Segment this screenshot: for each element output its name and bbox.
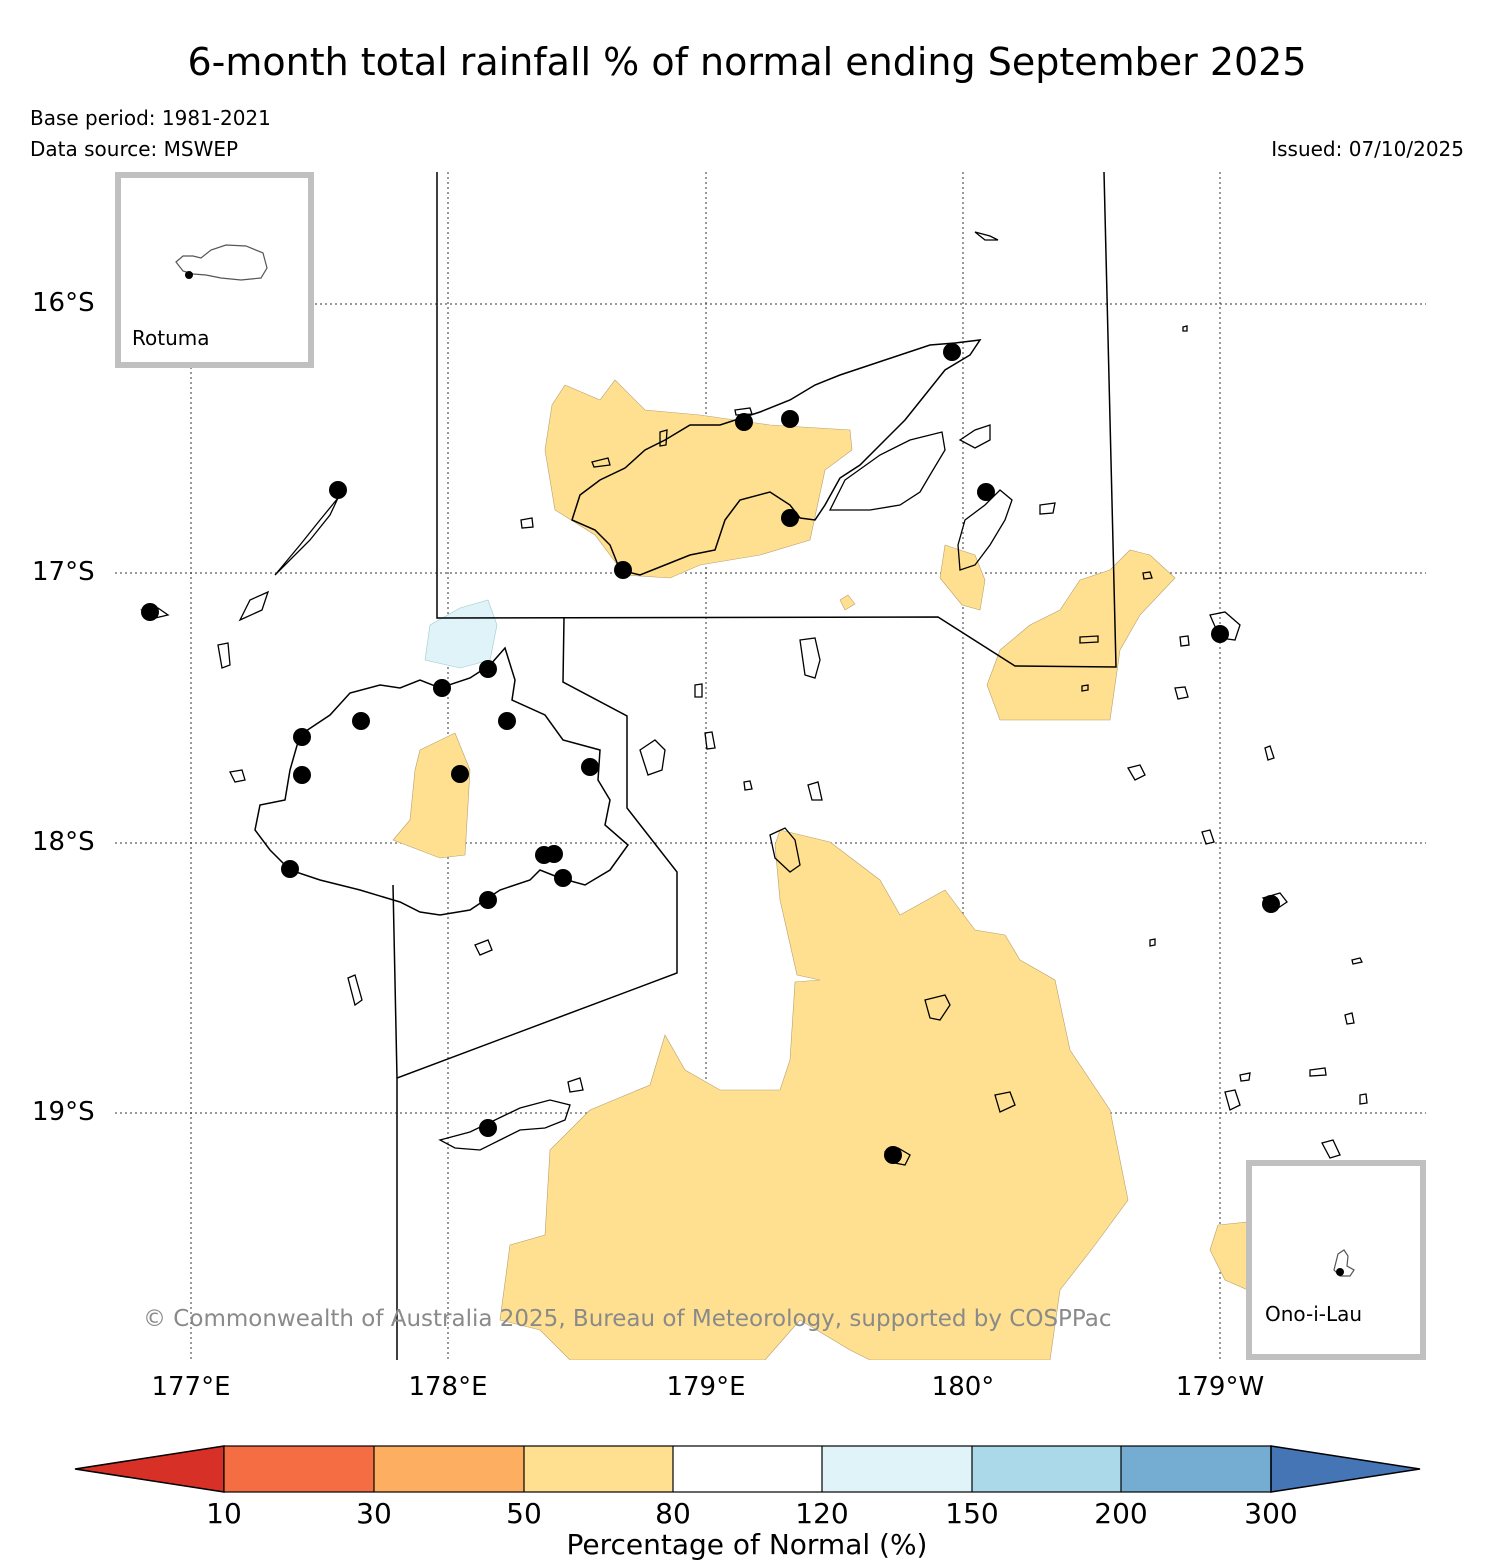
colorbar-tick-150: 150 [945,1497,999,1530]
inset-label-rotuma: Rotuma [132,326,210,350]
copyright-notice: © Commonwealth of Australia 2025, Bureau… [143,1306,1112,1332]
colorbar-tick-200: 200 [1094,1497,1148,1530]
inset-ono-i-lau: Ono-i-Lau [1246,1160,1426,1360]
colorbar-segment-80-120 [673,1446,822,1492]
colorbar-tick-80: 80 [655,1497,691,1530]
lon-label-178e: 178°E [408,1372,488,1402]
colorbar-tick-10: 10 [206,1497,242,1530]
lon-label-179w: 179°W [1175,1372,1265,1402]
lon-label-179e: 179°E [666,1372,746,1402]
lat-label-16s: 16°S [32,288,95,318]
base-period: Base period: 1981-2021 [30,106,271,130]
vanua-levu-coastline [571,339,982,576]
rotuma-island [175,244,268,281]
inset-label-ono-i-lau: Ono-i-Lau [1265,1302,1363,1326]
colorbar-segment-120-150 [822,1446,972,1492]
above-normal-region [424,599,498,669]
issued-date: Issued: 07/10/2025 [1271,137,1464,161]
colorbar-segment-200-300 [1121,1446,1271,1492]
map-title: 6-month total rainfall % of normal endin… [187,40,1307,84]
colorbar-tick-120: 120 [795,1497,849,1530]
colorbar-segment-10-30 [224,1446,374,1492]
data-source: Data source: MSWEP [30,137,239,161]
colorbar-extend-high [1270,1445,1421,1493]
lon-label-180: 180° [931,1372,995,1402]
colorbar-segment-150-200 [972,1446,1121,1492]
colorbar-tick-30: 30 [356,1497,392,1530]
lon-label-177e: 177°E [151,1372,231,1402]
other-islands [140,231,1368,1166]
colorbar-tick-50: 50 [506,1497,542,1530]
ono-i-lau-island [1333,1249,1355,1277]
colorbar-segment-50-80 [524,1446,673,1492]
colorbar-label: Percentage of Normal (%) [566,1528,928,1561]
division-boundaries [392,172,1117,1360]
colorbar-tick-300: 300 [1244,1497,1298,1530]
colorbar [74,1445,1421,1493]
lat-label-17s: 17°S [32,557,95,587]
inset-rotuma: Rotuma [115,172,314,368]
colorbar-extend-low [74,1445,225,1493]
lat-label-19s: 19°S [32,1097,95,1127]
station-dots [141,343,1280,1164]
lat-label-18s: 18°S [32,827,95,857]
below-normal-regions [392,379,1249,1360]
colorbar-segment-30-50 [374,1446,524,1492]
